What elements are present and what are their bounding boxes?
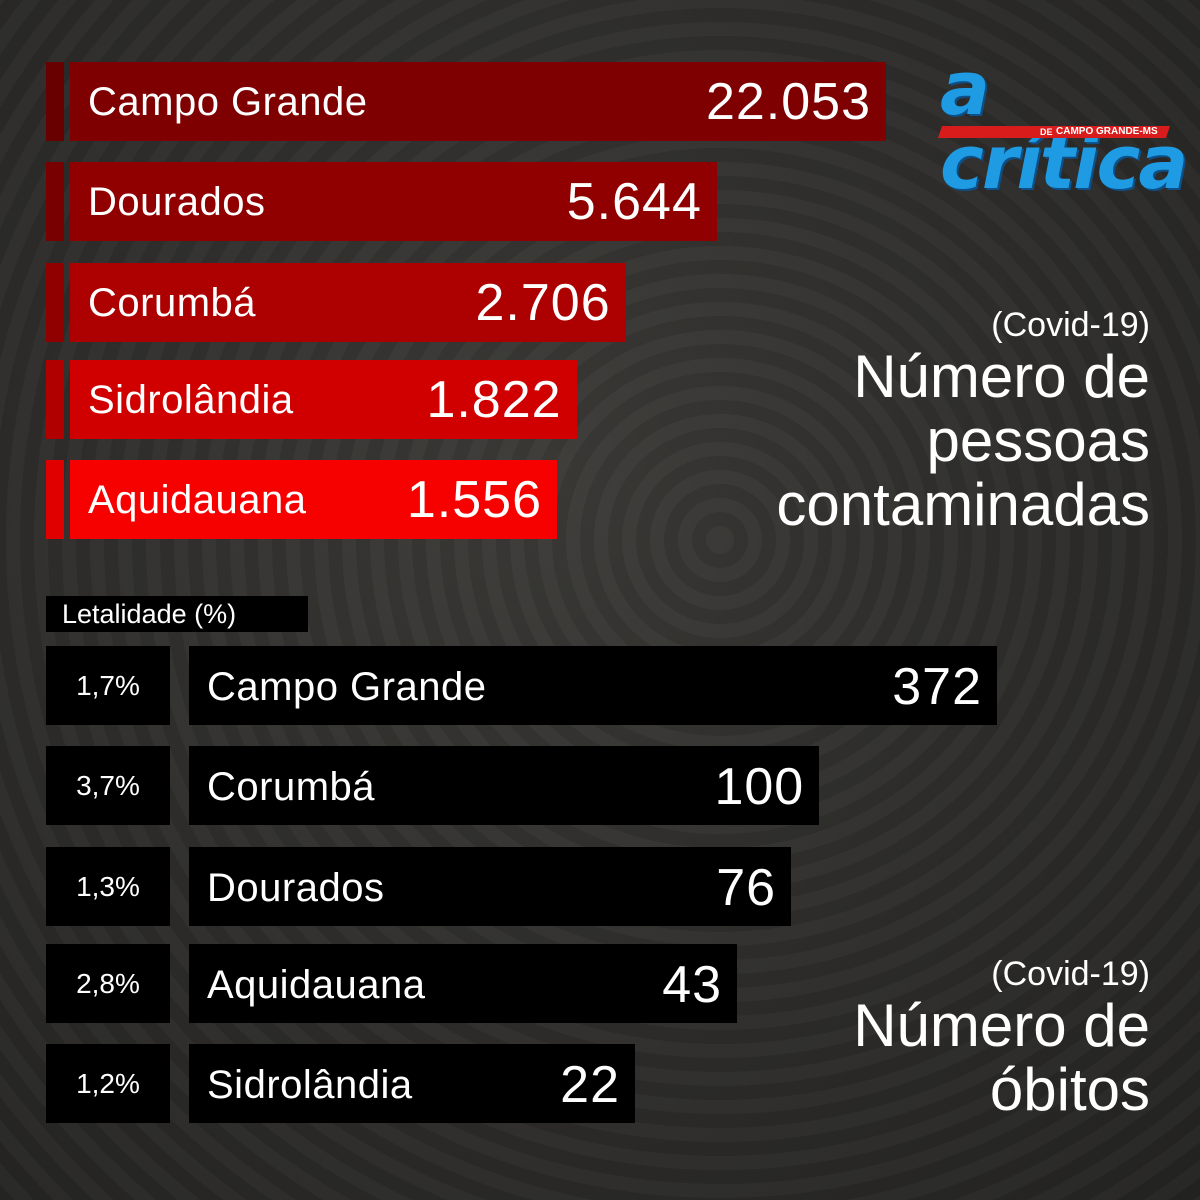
deaths-heading: (Covid-19) Número de óbitos bbox=[853, 955, 1150, 1122]
deaths-bar bbox=[189, 944, 738, 1023]
deaths-title-line-1: Número de bbox=[853, 992, 1150, 1060]
logo-wordmark: a crítica bbox=[940, 46, 1188, 206]
infected-bar-stub bbox=[46, 360, 64, 439]
infected-heading: (Covid-19) Número de pessoas contaminada… bbox=[776, 306, 1150, 537]
deaths-title-line-2: óbitos bbox=[989, 1056, 1150, 1124]
deaths-bar-value: 372 bbox=[892, 658, 982, 716]
lethality-cell: 1,7% bbox=[46, 646, 170, 725]
deaths-bar-label: Dourados bbox=[207, 866, 385, 910]
deaths-bar bbox=[189, 847, 792, 926]
infected-subtitle: (Covid-19) bbox=[991, 306, 1150, 344]
infected-bar bbox=[70, 460, 557, 539]
deaths-bar-label: Campo Grande bbox=[207, 665, 487, 709]
infected-bar bbox=[70, 360, 577, 439]
deaths-bar-label: Sidrolândia bbox=[207, 1063, 413, 1107]
lethality-cell: 3,7% bbox=[46, 746, 170, 825]
infected-title-line-1: Número de bbox=[853, 343, 1150, 411]
deaths-bar bbox=[189, 646, 997, 725]
infected-bar-value: 1.822 bbox=[426, 371, 562, 429]
infected-bar-stub bbox=[46, 162, 64, 241]
infected-bar-value: 1.556 bbox=[406, 471, 542, 529]
deaths-subtitle: (Covid-19) bbox=[991, 955, 1150, 993]
infected-bar-stub bbox=[46, 263, 64, 342]
deaths-bar-value: 22 bbox=[560, 1056, 620, 1114]
lethality-cell: 2,8% bbox=[46, 944, 170, 1023]
infected-title-line-3: contaminadas bbox=[776, 471, 1150, 539]
infected-bar-chart: Campo Grande 22.053 Dourados 5.644 Corumbá 2.… bbox=[0, 0, 1200, 560]
logo-de: DE bbox=[1040, 127, 1053, 137]
infected-bar-label: Corumbá bbox=[88, 281, 257, 325]
infected-bar-label: Campo Grande bbox=[88, 80, 368, 124]
deaths-bar bbox=[189, 1044, 635, 1123]
infected-bar bbox=[70, 62, 886, 141]
deaths-bar-label: Aquidauana bbox=[207, 963, 426, 1007]
infected-bar-stub bbox=[46, 62, 64, 141]
infected-bar-value: 5.644 bbox=[566, 173, 702, 231]
lethality-header: Letalidade (%) bbox=[46, 596, 308, 632]
lethality-cell: 1,3% bbox=[46, 847, 170, 926]
deaths-bar-value: 100 bbox=[714, 758, 805, 816]
infected-bar bbox=[70, 162, 717, 241]
infected-bar-value: 22.053 bbox=[705, 73, 871, 131]
infected-bar-label: Aquidauana bbox=[88, 478, 307, 522]
infected-bar bbox=[70, 263, 626, 342]
infected-bar-label: Dourados bbox=[88, 180, 266, 224]
infected-bar-value: 2.706 bbox=[475, 274, 611, 332]
logo-tagline: CAMPO GRANDE-MS bbox=[1056, 126, 1158, 137]
deaths-bar-label: Corumbá bbox=[207, 765, 376, 809]
deaths-bar bbox=[189, 746, 820, 825]
lethality-cell: 1,2% bbox=[46, 1044, 170, 1123]
infected-bar-label: Sidrolândia bbox=[88, 378, 294, 422]
infected-bar-stub bbox=[46, 460, 64, 539]
deaths-bar-value: 76 bbox=[716, 859, 777, 917]
a-critica-logo: a crítica DE CAMPO GRANDE-MS bbox=[936, 52, 1188, 200]
deaths-bar-value: 43 bbox=[662, 956, 723, 1014]
infected-title-line-2: pessoas bbox=[926, 407, 1150, 475]
